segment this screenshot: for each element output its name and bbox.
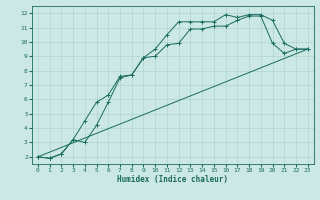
X-axis label: Humidex (Indice chaleur): Humidex (Indice chaleur) bbox=[117, 175, 228, 184]
